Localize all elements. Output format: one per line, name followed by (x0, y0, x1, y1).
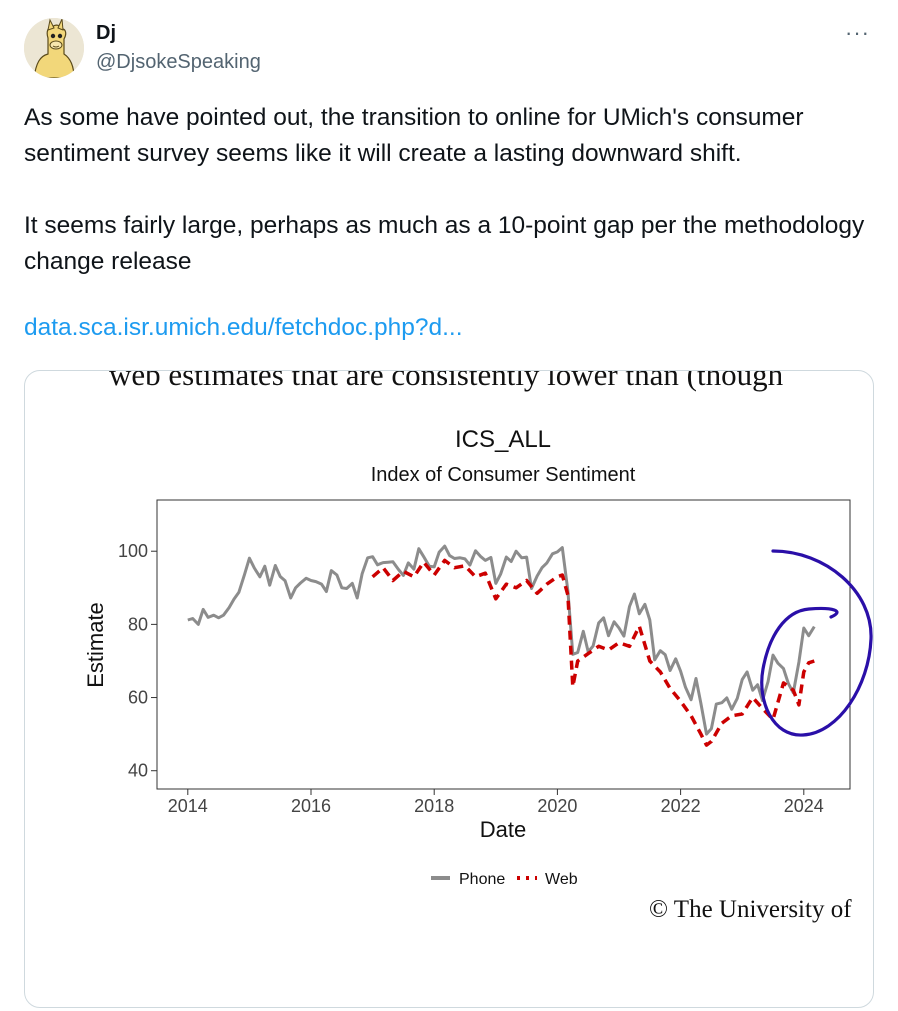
x-tick-label: 2022 (661, 796, 701, 816)
copyright-text: © The University of (649, 896, 852, 923)
x-tick-label: 2020 (537, 796, 577, 816)
tweet-link[interactable]: data.sca.isr.umich.edu/fetchdoc.php?d... (24, 314, 463, 341)
series-layer (187, 544, 816, 747)
tweet-text: As some have pointed out, the transition… (24, 100, 884, 280)
tweet-paragraph: As some have pointed out, the transition… (24, 104, 804, 167)
legend-web-label: Web (545, 871, 578, 888)
hand-drawn-circle-annotation (760, 549, 873, 737)
author-handle[interactable]: @DjsokeSpeaking (96, 51, 261, 73)
chart-subtitle: Index of Consumer Sentiment (371, 464, 636, 486)
more-options-icon[interactable]: ··· (845, 20, 870, 45)
series-line-phone (187, 544, 816, 736)
legend-phone-label: Phone (459, 871, 505, 888)
y-axis-label: Estimate (83, 602, 108, 688)
y-tick-label: 100 (118, 541, 148, 561)
tweet-paragraph: It seems fairly large, perhaps as much a… (24, 212, 865, 275)
chart: web estimates that are consistently lowe… (83, 371, 873, 923)
x-tick-label: 2018 (414, 796, 454, 816)
author-name[interactable]: Dj (96, 22, 116, 44)
x-tick-label: 2014 (168, 796, 208, 816)
x-axis-label: Date (480, 817, 526, 842)
y-tick-label: 80 (128, 614, 148, 634)
x-tick-label: 2016 (291, 796, 331, 816)
chart-title: ICS_ALL (455, 426, 551, 453)
y-tick-label: 40 (128, 761, 148, 781)
legend: Phone Web (431, 871, 578, 888)
y-tick-label: 60 (128, 688, 148, 708)
tweet-media-image[interactable]: web estimates that are consistently lowe… (24, 370, 874, 1008)
axes: 40 60 80 100 2014 2016 2018 2020 2022 2024 (118, 541, 824, 816)
media-top-text: web estimates that are consistently lowe… (109, 371, 784, 392)
llama-avatar-icon (24, 18, 84, 78)
series-line-web (371, 558, 815, 747)
x-tick-label: 2024 (784, 796, 824, 816)
plot-panel (156, 499, 851, 790)
avatar[interactable] (24, 18, 84, 78)
